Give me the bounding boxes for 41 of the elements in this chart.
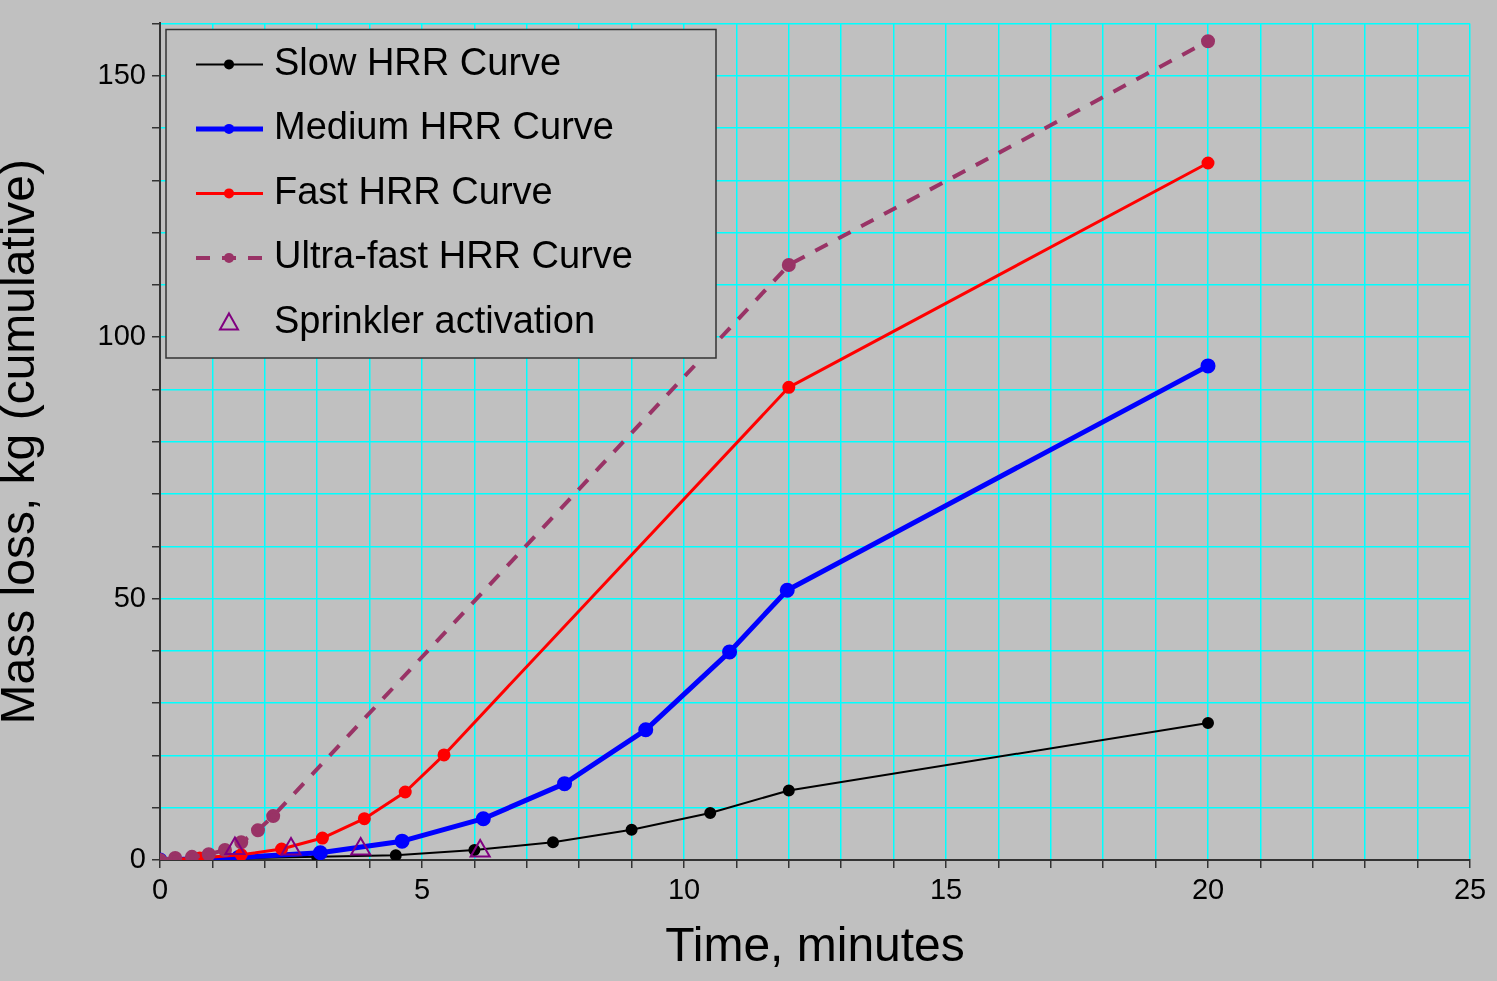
point bbox=[782, 380, 796, 394]
x-tick-label: 25 bbox=[1453, 873, 1487, 906]
point bbox=[1201, 34, 1215, 49]
point bbox=[389, 849, 402, 860]
point bbox=[437, 748, 451, 762]
point bbox=[704, 806, 717, 819]
x-tick-label: 10 bbox=[667, 873, 701, 906]
y-tick-label: 0 bbox=[129, 842, 146, 874]
point bbox=[722, 644, 738, 660]
point bbox=[315, 831, 329, 845]
point bbox=[782, 784, 795, 797]
x-axis-title: Time, minutes bbox=[665, 918, 965, 972]
legend-label: Medium HRR Curve bbox=[274, 105, 614, 148]
point bbox=[312, 845, 328, 860]
x-tick-label: 0 bbox=[151, 873, 169, 906]
point bbox=[357, 812, 371, 826]
point bbox=[1200, 358, 1216, 374]
y-tick-label: 150 bbox=[97, 57, 146, 90]
point bbox=[781, 257, 796, 272]
point bbox=[1201, 156, 1215, 170]
point bbox=[547, 836, 559, 849]
legend-label: Ultra-fast HRR Curve bbox=[274, 234, 633, 277]
x-tick-label: 5 bbox=[413, 873, 431, 906]
point bbox=[475, 811, 491, 827]
point bbox=[266, 809, 281, 824]
legend-label: Slow HRR Curve bbox=[274, 40, 562, 83]
legend-label: Sprinkler activation bbox=[274, 298, 596, 341]
point bbox=[201, 847, 216, 860]
point bbox=[779, 582, 795, 598]
point bbox=[250, 823, 265, 838]
point bbox=[394, 833, 410, 849]
legend-label: Fast HRR Curve bbox=[274, 169, 553, 212]
point bbox=[1202, 717, 1214, 730]
point bbox=[398, 785, 412, 799]
x-tick-label: 20 bbox=[1191, 873, 1225, 906]
y-tick-label: 100 bbox=[97, 319, 146, 352]
y-tick-label: 50 bbox=[113, 580, 146, 613]
point bbox=[557, 776, 573, 792]
x-tick-label: 15 bbox=[929, 873, 963, 906]
point bbox=[625, 823, 638, 836]
point bbox=[638, 722, 654, 738]
